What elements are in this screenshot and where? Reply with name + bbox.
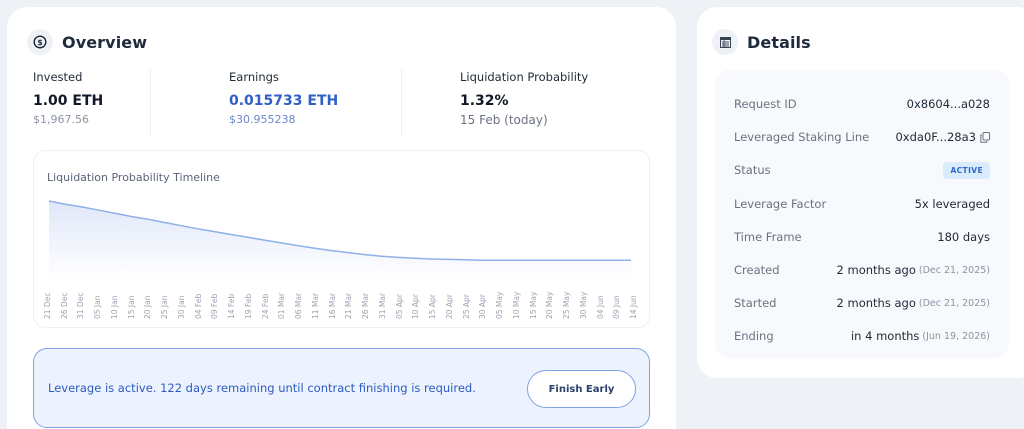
x-tick-label: 30 May <box>578 291 588 319</box>
x-tick-label: 16 Mar <box>327 292 337 319</box>
overview-header: $ Overview <box>27 29 147 55</box>
started-value: 2 months ago (Dec 21, 2025) <box>837 296 990 310</box>
started-relative: 2 months ago <box>836 296 916 310</box>
liquidation-value: 1.32% <box>460 93 509 109</box>
earnings-label: Earnings <box>229 70 279 84</box>
created-date: (Dec 21, 2025) <box>918 264 990 276</box>
x-tick-label: 26 Dec <box>59 292 69 319</box>
detail-row-ending: Ending in 4 months (Jun 19, 2026) <box>734 328 990 344</box>
x-tick-label: 20 Jan <box>143 295 153 320</box>
invested-label: Invested <box>33 70 83 84</box>
x-tick-label: 04 Feb <box>193 293 203 319</box>
overview-card: $ Overview Invested 1.00 ETH $1,967.56 E… <box>7 7 676 429</box>
detail-label: Created <box>734 263 780 277</box>
x-tick-label: 10 Jan <box>109 295 119 320</box>
leverage-alert: Leverage is active. 122 days remaining u… <box>33 348 650 428</box>
x-tick-label: 11 Mar <box>310 292 320 319</box>
x-tick-label: 15 May <box>528 291 538 319</box>
detail-label: Started <box>734 296 777 310</box>
x-tick-label: 01 Mar <box>277 292 287 319</box>
detail-label: Ending <box>734 329 774 343</box>
x-tick-label: 21 Dec <box>43 292 52 319</box>
request-id-value: 0x8604...a028 <box>906 97 990 111</box>
overview-title: Overview <box>62 32 148 52</box>
x-tick-label: 26 Mar <box>361 292 371 319</box>
status-badge: ACTIVE <box>943 161 990 179</box>
staking-line-address: 0xda0F...28a3 <box>895 130 976 144</box>
alert-message: Leverage is active. 122 days remaining u… <box>48 381 476 395</box>
x-tick-label: 10 Apr <box>411 294 421 319</box>
ending-date: (Jun 19, 2026) <box>922 330 990 342</box>
table-icon <box>712 29 738 55</box>
detail-row-time-frame: Time Frame 180 days <box>734 229 990 245</box>
x-tick-label: 30 Jan <box>176 295 186 320</box>
x-tick-label: 05 Jan <box>93 295 103 320</box>
x-tick-label: 20 May <box>545 291 555 319</box>
finish-early-button[interactable]: Finish Early <box>527 370 636 408</box>
x-tick-label: 21 Mar <box>344 292 354 319</box>
invested-value: 1.00 ETH <box>33 93 104 109</box>
x-tick-label: 15 Apr <box>428 294 438 319</box>
detail-label: Leveraged Staking Line <box>734 130 870 144</box>
x-tick-label: 30 Apr <box>478 294 488 319</box>
detail-row-leverage-factor: Leverage Factor 5x leveraged <box>734 196 990 212</box>
liquidation-date: 15 Feb (today) <box>460 113 548 127</box>
detail-label: Request ID <box>734 97 797 111</box>
x-tick-label: 04 Jun <box>595 295 605 319</box>
x-tick-label: 09 Feb <box>210 293 220 319</box>
details-header: Details <box>712 29 811 55</box>
stat-divider <box>150 69 151 137</box>
svg-text:$: $ <box>37 38 43 47</box>
x-tick-label: 10 May <box>511 291 521 319</box>
detail-label: Leverage Factor <box>734 197 827 211</box>
x-tick-label: 19 Feb <box>243 293 253 319</box>
x-tick-label: 14 Feb <box>227 293 237 319</box>
detail-row-created: Created 2 months ago (Dec 21, 2025) <box>734 262 990 278</box>
ending-relative: in 4 months <box>850 329 920 343</box>
x-tick-label: 05 Apr <box>394 294 404 319</box>
dollar-circle-icon: $ <box>27 29 53 55</box>
chart-title: Liquidation Probability Timeline <box>47 171 220 184</box>
liquidation-label: Liquidation Probability <box>460 70 589 84</box>
x-tick-label: 31 Mar <box>377 292 387 319</box>
x-tick-label: 25 Jan <box>160 295 170 320</box>
time-frame-value: 180 days <box>937 230 990 244</box>
liquidation-chart: Liquidation Probability Timeline 21 Dec 2… <box>33 150 650 328</box>
x-tick-label: 25 May <box>562 291 572 319</box>
details-list: Request ID 0x8604...a028 Leveraged Staki… <box>715 70 1009 358</box>
stat-earnings: Earnings 0.015733 ETH $30.955238 <box>229 70 338 126</box>
x-tick-label: 31 Dec <box>76 292 86 319</box>
leverage-factor-value: 5x leveraged <box>914 197 990 211</box>
chart-plot <box>48 200 631 279</box>
x-tick-label: 20 Apr <box>444 294 454 319</box>
x-tick-label: 14 Jun <box>629 295 638 319</box>
detail-label: Time Frame <box>734 230 802 244</box>
detail-row-staking-line: Leveraged Staking Line 0xda0F...28a3 <box>734 129 990 145</box>
created-value: 2 months ago (Dec 21, 2025) <box>837 263 990 277</box>
detail-row-request-id: Request ID 0x8604...a028 <box>734 96 990 112</box>
x-tick-label: 09 Jun <box>612 295 622 319</box>
x-tick-label: 15 Jan <box>126 295 136 320</box>
details-card: Details Request ID 0x8604...a028 Leverag… <box>697 7 1024 378</box>
copy-icon[interactable] <box>980 131 990 143</box>
detail-row-started: Started 2 months ago (Dec 21, 2025) <box>734 295 990 311</box>
invested-usd: $1,967.56 <box>33 113 89 126</box>
stat-liquidation: Liquidation Probability 1.32% 15 Feb (to… <box>460 70 588 127</box>
stat-invested: Invested 1.00 ETH $1,967.56 <box>33 70 103 126</box>
x-tick-label: 06 Mar <box>294 292 304 319</box>
created-relative: 2 months ago <box>836 263 916 277</box>
detail-label: Status <box>734 163 771 177</box>
detail-row-status: Status ACTIVE <box>734 161 990 179</box>
earnings-usd: $30.955238 <box>229 113 296 126</box>
x-tick-label: 05 May <box>495 291 505 319</box>
started-date: (Dec 21, 2025) <box>918 297 990 309</box>
ending-value: in 4 months (Jun 19, 2026) <box>851 329 990 343</box>
x-tick-label: 24 Feb <box>260 293 270 319</box>
staking-line-value: 0xda0F...28a3 <box>895 130 990 144</box>
x-tick-label: 25 Apr <box>461 294 471 319</box>
stat-divider <box>401 69 402 137</box>
details-title: Details <box>747 32 811 52</box>
earnings-value: 0.015733 ETH <box>229 93 339 109</box>
